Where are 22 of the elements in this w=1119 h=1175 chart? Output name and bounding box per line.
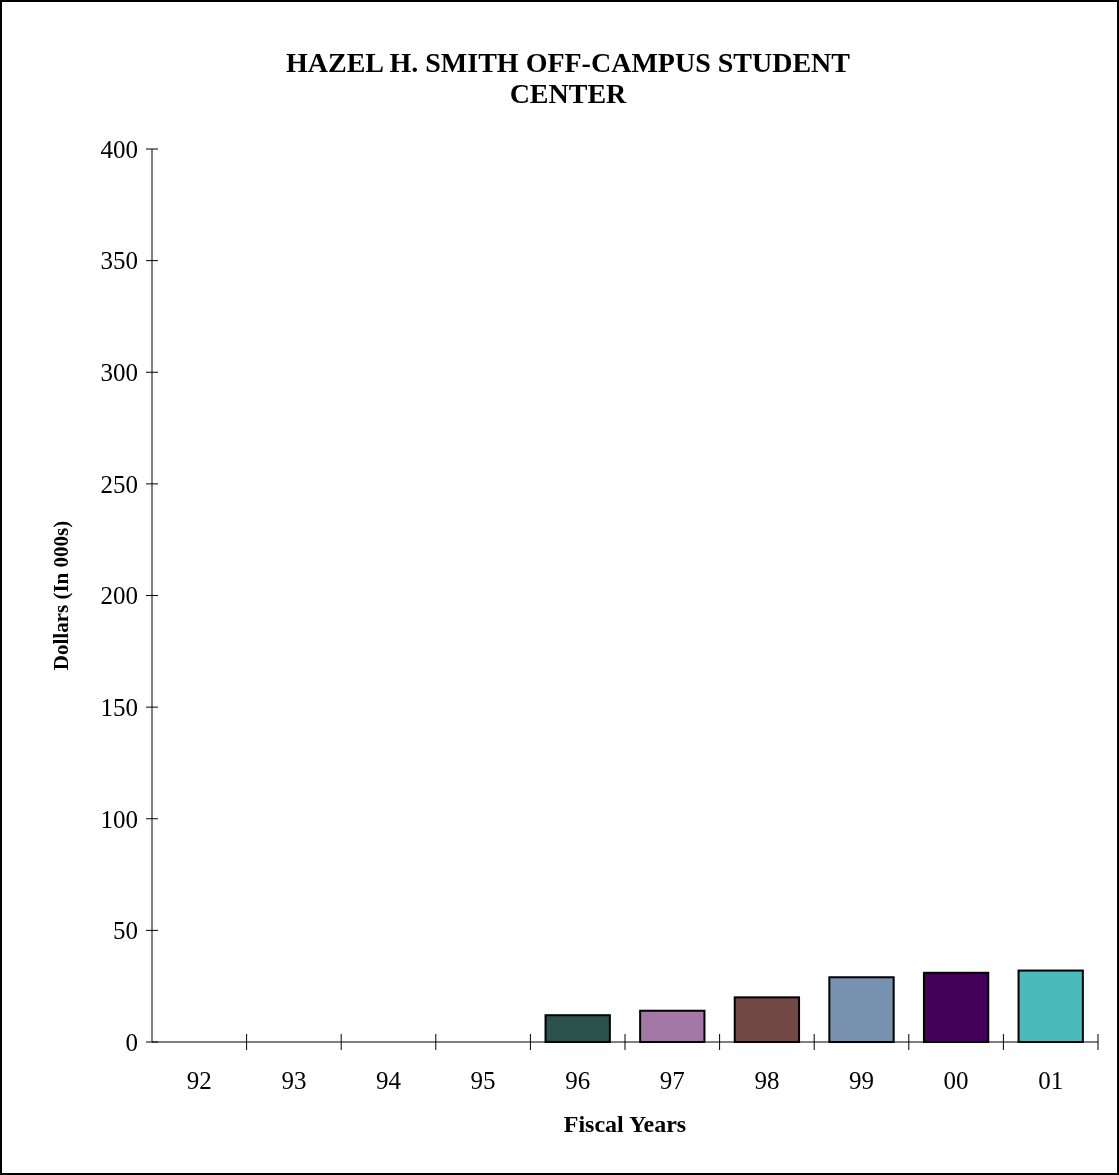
- x-tick-label: 94: [376, 1067, 402, 1094]
- y-tick-label: 250: [100, 470, 138, 498]
- x-tick-label: 99: [849, 1067, 874, 1094]
- x-tick-label: 96: [565, 1067, 591, 1094]
- x-tick-label: 92: [186, 1067, 212, 1094]
- x-tick-label: 93: [281, 1067, 307, 1094]
- y-tick-label: 300: [100, 359, 138, 386]
- x-tick-label: 95: [470, 1067, 496, 1094]
- chart-title: HAZEL H. SMITH OFF-CAMPUS STUDENT CENTER: [286, 47, 851, 109]
- y-tick-label: 50: [113, 917, 138, 945]
- y-tick-label: 0: [125, 1028, 138, 1056]
- x-tick-label: 97: [659, 1067, 685, 1094]
- x-tick-label: 01: [1038, 1067, 1064, 1094]
- y-tick-label: 200: [100, 582, 138, 610]
- y-tick-label: 350: [100, 247, 138, 275]
- x-tick-label: 00: [943, 1067, 969, 1094]
- y-axis-title: Dollars (In 000s): [49, 520, 73, 671]
- y-tick-label: 150: [100, 693, 138, 721]
- x-tick-label: 98: [754, 1067, 780, 1094]
- y-tick-label: 100: [100, 805, 138, 833]
- y-tick-label: 400: [100, 135, 138, 163]
- x-axis-title: Fiscal Years: [563, 1111, 687, 1137]
